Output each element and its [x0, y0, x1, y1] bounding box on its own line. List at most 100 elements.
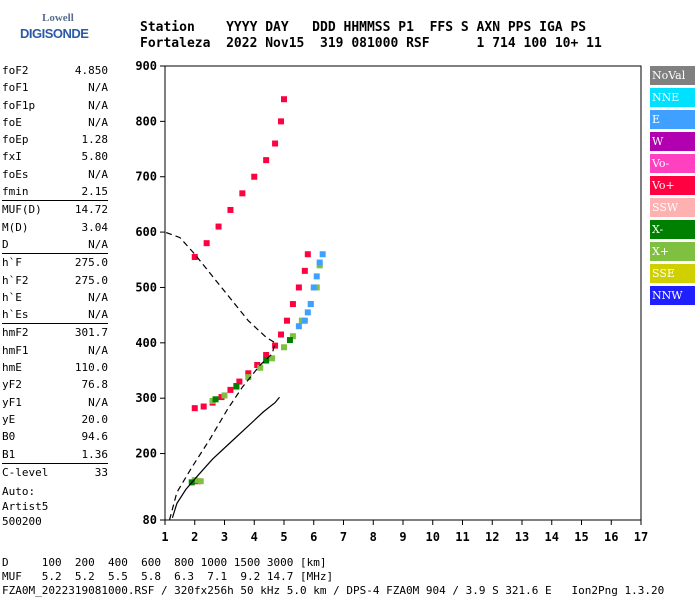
legend-item: X- — [650, 220, 695, 239]
footer-info: D 100 200 400 600 800 1000 1500 3000 [km… — [2, 556, 664, 598]
echo-point — [319, 251, 326, 258]
legend-item: Vo- — [650, 154, 695, 173]
param-value: 14.72 — [74, 203, 108, 217]
param-name: foEs — [2, 167, 29, 181]
echo-point — [245, 374, 252, 381]
logo-digisonde-text: DIGISONDE — [20, 26, 89, 41]
param-value: N/A — [88, 115, 108, 129]
y-tick-label: 900 — [135, 59, 157, 73]
param-name: MUF(D) — [2, 203, 42, 217]
x-tick-label: 9 — [399, 530, 406, 544]
echo-point — [215, 223, 222, 230]
x-tick-label: 11 — [455, 530, 469, 544]
param-name: yE — [2, 412, 16, 426]
param-row: h`F2 275.0 — [2, 272, 108, 289]
param-name: foE — [2, 115, 22, 129]
logo-lowell-text: Lowell — [42, 12, 74, 24]
auto-version: 500200 — [2, 515, 42, 528]
x-tick-label: 17 — [634, 530, 648, 544]
x-tick-label: 12 — [485, 530, 499, 544]
plot-frame — [164, 65, 642, 521]
echo-point — [278, 118, 285, 125]
legend-item: Vo+ — [650, 176, 695, 195]
param-row: yF1 N/A — [2, 394, 108, 411]
echo-point — [281, 96, 287, 103]
param-name: hmF1 — [2, 343, 29, 357]
param-value: N/A — [88, 395, 108, 409]
x-tick-label: 14 — [545, 530, 559, 544]
echo-point — [304, 251, 311, 258]
echo-point — [313, 273, 320, 280]
x-tick-label: 7 — [340, 530, 347, 544]
echo-point — [191, 405, 198, 412]
param-row: yE 20.0 — [2, 411, 108, 428]
footer-distance-row: D 100 200 400 600 800 1000 1500 3000 [km… — [2, 556, 327, 569]
echo-point — [251, 173, 258, 180]
echo-point — [233, 383, 240, 390]
legend-item: SSE — [650, 264, 695, 283]
echo-point — [221, 392, 228, 399]
param-name: C-level — [2, 465, 49, 479]
param-value: 76.8 — [81, 378, 109, 392]
echo-point — [236, 378, 243, 385]
param-row: foEs N/A — [2, 166, 108, 183]
echo-point — [286, 337, 293, 344]
echo-point — [257, 364, 264, 371]
y-tick-label: 300 — [135, 391, 157, 405]
digisonde-logo: Lowell DIGISONDE — [4, 6, 89, 44]
echo-point — [281, 344, 287, 351]
legend-item: X+ — [650, 242, 695, 261]
x-tick-label: 10 — [426, 530, 440, 544]
param-row: B1 1.36 — [2, 446, 108, 463]
param-name: foF1p — [2, 98, 36, 112]
y-tick-label: 600 — [135, 225, 157, 239]
echo-point — [295, 323, 302, 330]
legend-item: W — [650, 132, 695, 151]
x-tick-label: 5 — [280, 530, 287, 544]
param-value: N/A — [88, 237, 108, 251]
echo-point — [304, 309, 311, 316]
param-row: hmF2 301.7 — [2, 324, 108, 341]
y-tick-label: 500 — [135, 280, 157, 294]
param-name: D — [2, 237, 9, 251]
footer-muf-row: MUF 5.2 5.2 5.5 5.8 6.3 7.1 9.2 14.7 [MH… — [2, 570, 334, 583]
param-value: 275.0 — [74, 273, 108, 287]
echo-point — [245, 370, 252, 377]
x-tick-label: 8 — [370, 530, 377, 544]
echo-point — [278, 331, 285, 338]
scaled-parameters-panel: foF2 4.850 foF1 N/A foF1p N/A foE N/A foEp 1.28 fx… — [2, 62, 108, 481]
param-row: hmF1 N/A — [2, 342, 108, 359]
param-name: h`F — [2, 256, 22, 270]
param-name: foF2 — [2, 64, 29, 77]
echo-point — [283, 317, 290, 324]
param-row: foF1p N/A — [2, 97, 108, 114]
param-separator — [2, 462, 108, 464]
param-separator — [2, 253, 108, 255]
auto-label: Auto: — [2, 485, 36, 498]
param-value: 3.04 — [81, 220, 109, 234]
param-name: B0 — [2, 430, 16, 444]
param-name: h`F2 — [2, 273, 29, 287]
station-header: Station YYYY DAY DDD HHMMSS P1 FFS S AXN… — [140, 20, 602, 52]
param-row: foE N/A — [2, 114, 108, 131]
legend-item: NNW — [650, 286, 695, 305]
echo-point — [272, 342, 279, 349]
param-name: h`E — [2, 290, 22, 304]
param-name: yF2 — [2, 378, 22, 392]
echo-point — [310, 284, 317, 291]
y-tick-label: 200 — [135, 447, 157, 461]
param-name: M(D) — [2, 220, 29, 234]
echo-point — [212, 396, 219, 403]
param-row: h`Es N/A — [2, 306, 108, 323]
param-row: foF1 N/A — [2, 79, 108, 96]
echo-point — [203, 240, 210, 247]
param-name: foF1 — [2, 81, 29, 95]
param-row: h`E N/A — [2, 289, 108, 306]
x-tick-label: 15 — [574, 530, 588, 544]
param-name: B1 — [2, 447, 16, 461]
param-value: N/A — [88, 290, 108, 304]
param-row: MUF(D) 14.72 — [2, 201, 108, 218]
param-separator — [2, 323, 108, 325]
param-row: B0 94.6 — [2, 428, 108, 445]
